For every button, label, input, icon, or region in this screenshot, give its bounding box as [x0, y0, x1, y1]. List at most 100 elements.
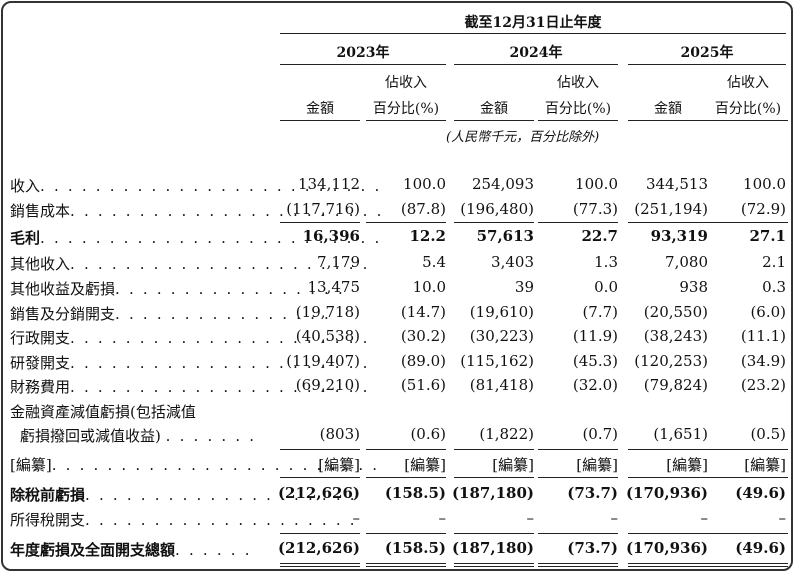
impairment-pct-2023: (0.6)	[410, 425, 446, 443]
redacted-label-text: [編纂]	[10, 456, 52, 474]
row-3-pct-2025: 2.1	[762, 253, 786, 271]
redacted-amount-2025: [編纂]	[666, 456, 708, 474]
row-3-amount-2023: 7,179	[317, 253, 360, 271]
pct-header-2024-l1: 佔收入	[557, 75, 599, 91]
total-label: 年度虧損及全面開支總額. . . . . .	[10, 539, 252, 560]
row-label: 其他收益及虧損. . . . . . . . . . . . . . . . .	[10, 278, 345, 299]
total-label-text: 年度虧損及全面開支總額	[10, 541, 176, 559]
double-underline	[366, 566, 446, 567]
row-7-amount-2024: (115,162)	[460, 352, 534, 370]
leader-dots: . . . . . . . . . . . . . . . . . . . . …	[70, 329, 370, 347]
row-4-amount-2023: 13,475	[307, 278, 361, 296]
pct-header-2024-l2: 百分比(%)	[544, 101, 612, 117]
leader-dots: . . . . . . . . . . . . . . . . . . . . …	[70, 378, 370, 396]
row-2-amount-2023: 16,396	[302, 227, 360, 245]
col-underline	[280, 449, 360, 450]
col-underline	[454, 533, 534, 534]
leader-dots: . . . . . . . . . . . . . . . . . . . . …	[70, 354, 370, 372]
pct-header-2023-l2: 百分比(%)	[372, 101, 440, 117]
year-2024: 2024年	[509, 45, 563, 61]
double-underline	[280, 566, 360, 567]
row-3-amount-2025: 7,080	[665, 253, 708, 271]
double-underline	[538, 563, 618, 564]
col-underline	[628, 533, 708, 534]
row-6-amount-2024: (30,223)	[469, 327, 534, 345]
row-label-text: 研發開支	[10, 354, 71, 372]
row-label: 行政開支. . . . . . . . . . . . . . . . . . …	[10, 327, 370, 348]
period-heading: 截至12月31日止年度	[464, 15, 602, 31]
row-3-pct-2023: 5.4	[422, 253, 446, 271]
leader-dots: . . . . . . . . . . . . . . . . . . . . …	[51, 456, 380, 474]
row-7-pct-2025: (34.9)	[740, 352, 786, 370]
row-1-amount-2025: (251,194)	[634, 200, 708, 218]
income-tax-pct-2023: –	[438, 509, 447, 527]
impairment-amount-2024: (1,822)	[479, 425, 534, 443]
row-4-pct-2023: 10.0	[412, 278, 446, 296]
double-underline	[708, 563, 788, 564]
redacted-pct-2024: [編纂]	[576, 456, 618, 474]
year-2023: 2023年	[336, 45, 390, 61]
row-1-amount-2024: (196,480)	[460, 200, 534, 218]
col-underline	[366, 533, 446, 534]
total-pct-2024: (73.7)	[567, 539, 618, 557]
row-2-pct-2024: 22.7	[581, 227, 618, 245]
amount-header-2025: 金額	[654, 101, 682, 117]
double-underline	[280, 563, 360, 564]
col-underline	[454, 449, 534, 450]
row-3-amount-2024: 3,403	[491, 253, 534, 271]
impairment-label-line1: 金融資產減值虧損(包括減值	[10, 403, 196, 421]
row-7-amount-2025: (120,253)	[634, 352, 708, 370]
redacted-amount-2023: [編纂]	[318, 456, 360, 474]
row-0-amount-2024: 254,093	[471, 175, 534, 193]
col-underline	[366, 222, 446, 223]
row-8-amount-2025: (79,824)	[643, 376, 708, 394]
income-tax-text: 所得稅開支	[10, 511, 86, 529]
row-0-pct-2023: 100.0	[403, 175, 446, 193]
col-underline	[366, 449, 446, 450]
loss-before-tax-pct-2025: (49.6)	[735, 484, 786, 502]
leader-dots: . . . . . . .	[165, 427, 257, 445]
col-underline	[366, 120, 446, 121]
double-underline	[454, 566, 534, 567]
total-amount-2023: (212,626)	[277, 539, 360, 557]
impairment-label-text: 虧損撥回或減值收益)	[20, 427, 161, 445]
loss-before-tax-amount-2024: (187,180)	[451, 484, 534, 502]
year-underline-2024	[454, 64, 618, 65]
row-5-pct-2023: (14.7)	[400, 303, 446, 321]
income-tax-amount-2025: –	[700, 509, 709, 527]
row-6-amount-2025: (38,243)	[643, 327, 708, 345]
row-1-pct-2024: (77.3)	[572, 200, 618, 218]
row-4-pct-2025: 0.3	[762, 278, 786, 296]
col-underline	[628, 477, 708, 478]
row-label-text: 其他收入	[10, 255, 71, 273]
row-2-amount-2025: 93,319	[650, 227, 708, 245]
row-7-amount-2023: (119,407)	[286, 352, 360, 370]
row-label: 其他收入. . . . . . . . . . . . . . . . . . …	[10, 253, 370, 274]
row-label-text: 其他收益及虧損	[10, 280, 116, 298]
pct-header-2023-l1: 佔收入	[385, 75, 427, 91]
income-tax-amount-2024: –	[526, 509, 535, 527]
col-underline	[280, 477, 360, 478]
col-underline	[538, 120, 618, 121]
loss-before-tax-amount-2025: (170,936)	[625, 484, 708, 502]
row-2-pct-2025: 27.1	[749, 227, 786, 245]
leader-dots: . . . . . . . . . . . . . . . .	[115, 305, 332, 323]
row-6-pct-2023: (30.2)	[400, 327, 446, 345]
leader-dots: . . . . . . . . . . . . . . . . . . . .	[85, 511, 357, 529]
loss-before-tax-amount-2023: (212,626)	[277, 484, 360, 502]
double-underline	[708, 566, 788, 567]
impairment-pct-2025: (0.5)	[750, 425, 786, 443]
col-underline	[454, 120, 534, 121]
row-3-pct-2024: 1.3	[594, 253, 618, 271]
redacted-pct-2025: [編纂]	[744, 456, 786, 474]
row-label: 銷售成本. . . . . . . . . . . . . . . . . . …	[10, 200, 384, 221]
redacted-label: [編纂]. . . . . . . . . . . . . . . . . . …	[10, 454, 379, 475]
leader-dots: . . . . . . . . . . . . . . . . . . . .	[85, 486, 357, 504]
row-1-pct-2023: (87.8)	[400, 200, 446, 218]
row-8-amount-2023: (69,210)	[295, 376, 360, 394]
impairment-amount-2023: (803)	[319, 425, 360, 443]
row-label: 收入. . . . . . . . . . . . . . . . . . . …	[10, 175, 381, 196]
row-0-amount-2023: 134,112	[297, 175, 360, 193]
col-underline	[454, 477, 534, 478]
table-frame	[1, 1, 793, 571]
